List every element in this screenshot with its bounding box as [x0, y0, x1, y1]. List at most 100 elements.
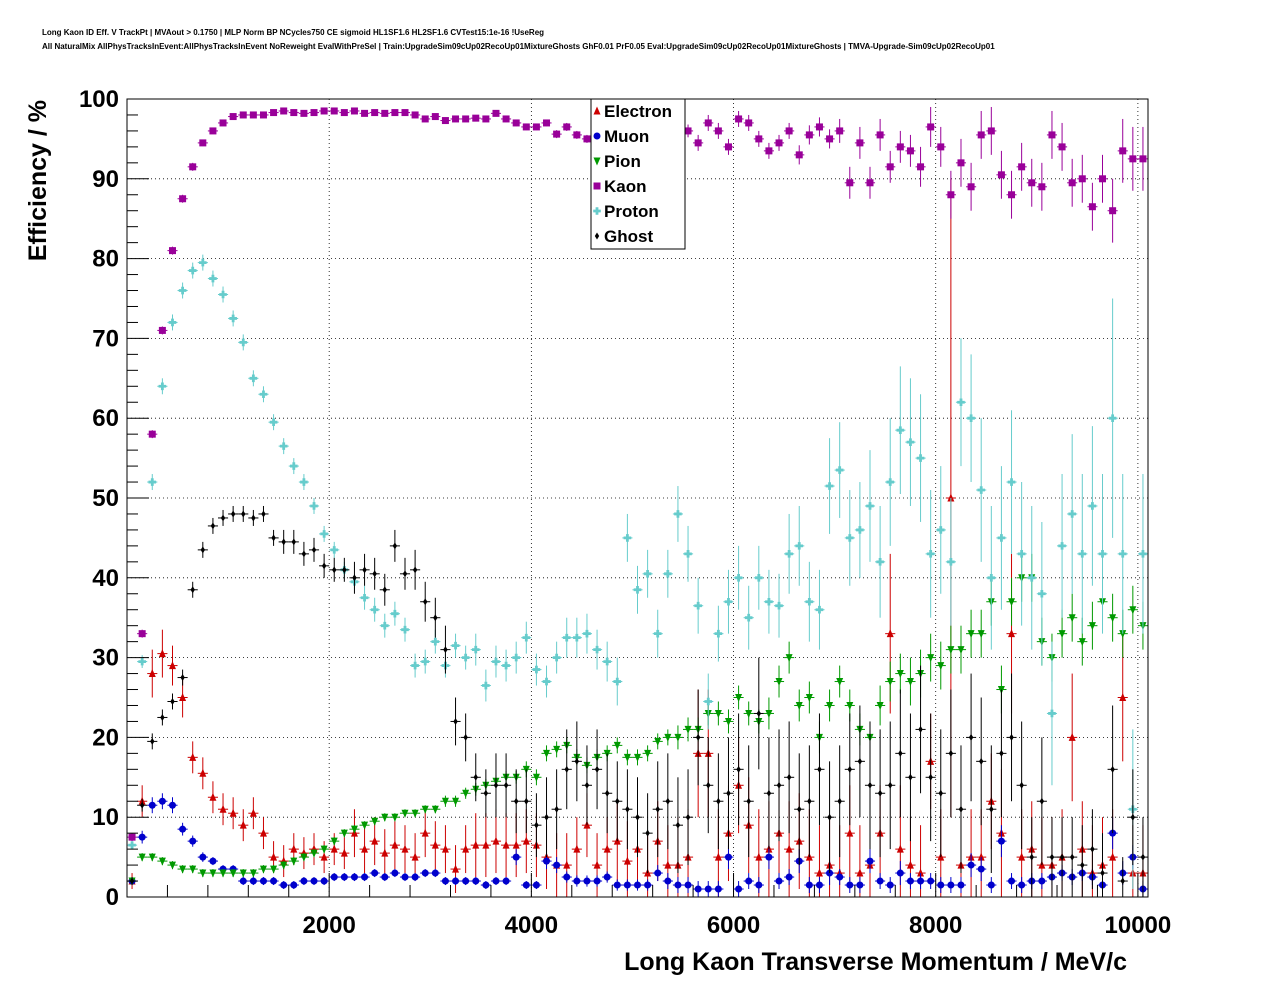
kaon-point [957, 159, 965, 167]
muon-point [654, 869, 662, 877]
proton-point [603, 657, 611, 666]
muon-point [704, 885, 712, 893]
kaon-point [795, 151, 803, 159]
pion-point [714, 709, 722, 718]
muon-point [371, 869, 379, 877]
ghost-point [311, 546, 317, 554]
proton-point [1038, 589, 1046, 598]
muon-point [179, 825, 187, 833]
ghost-point [645, 829, 650, 837]
electron-point [411, 852, 419, 861]
proton-point [1088, 502, 1097, 510]
muon-point [866, 857, 874, 865]
ghost-point [1140, 853, 1146, 861]
pion-point [421, 805, 429, 814]
electron-point [472, 840, 480, 849]
proton-point [502, 661, 510, 670]
kaon-point [714, 127, 722, 135]
ghost-point [1019, 781, 1024, 789]
electron-point [452, 864, 460, 873]
grid-lines [127, 99, 1148, 897]
muon-point [168, 801, 176, 809]
ghost-point [1029, 853, 1034, 861]
muon-point [158, 797, 166, 805]
ghost-point [513, 797, 519, 805]
muon-point [755, 881, 763, 889]
muon-point [431, 869, 439, 877]
kaon-point [815, 123, 823, 131]
proton-point [128, 841, 136, 849]
pion-point [300, 853, 308, 862]
proton-point [724, 597, 733, 606]
muon-point [148, 801, 156, 809]
kaon-point [573, 131, 581, 139]
kaon-point [694, 139, 702, 147]
ghost-point [301, 550, 307, 558]
proton-point [775, 601, 783, 610]
ghost-point [625, 805, 630, 813]
muon-point [199, 853, 207, 861]
kaon-point [371, 109, 379, 117]
proton-point [967, 414, 975, 422]
kaon-point [856, 139, 864, 147]
muon-point [735, 885, 743, 893]
muon-point [997, 837, 1005, 845]
electron-point [1109, 852, 1117, 861]
muon-point [644, 881, 652, 889]
kaon-point [684, 127, 692, 135]
legend-box [590, 98, 686, 250]
muon-point [512, 853, 520, 861]
kaon-point [1119, 147, 1127, 155]
ghost-point [847, 765, 852, 773]
muon-point [401, 873, 409, 881]
kaon-point [320, 107, 328, 115]
ghost-point [908, 773, 913, 781]
kaon-point [452, 115, 460, 123]
pion-point [138, 853, 146, 862]
ghost-point [473, 773, 478, 781]
muon-point [189, 837, 197, 845]
ghost-point [261, 510, 266, 518]
pion-point [745, 709, 753, 718]
muon-point [563, 873, 571, 881]
kaon-point [350, 107, 358, 115]
legend-marker-electron [593, 106, 601, 115]
pion-point [896, 670, 904, 679]
electron-point [421, 828, 429, 837]
muon-point [138, 833, 146, 841]
proton-point [461, 653, 470, 662]
muon-point [947, 881, 955, 889]
kaon-point [441, 117, 449, 125]
pion-point [381, 813, 389, 822]
series-kaon [127, 106, 1148, 842]
electron-point [249, 808, 257, 817]
electron-point [785, 844, 793, 853]
pion-point [330, 837, 338, 846]
pion-point [623, 753, 631, 762]
ghost-point [888, 781, 893, 789]
electron-point [906, 860, 914, 869]
proton-point [471, 645, 480, 654]
ghost-point [655, 805, 660, 813]
proton-point [168, 318, 177, 327]
ghost-point [1130, 813, 1136, 821]
kaon-point [421, 115, 429, 123]
muon-point [573, 877, 581, 885]
legend-entry-kaon: Kaon [593, 177, 647, 196]
proton-point [653, 629, 662, 638]
pion-point [462, 789, 470, 798]
muon-point [1018, 881, 1026, 889]
electron-point [391, 840, 399, 849]
proton-point [451, 641, 460, 650]
electron-point [977, 852, 985, 861]
ghost-point [736, 765, 741, 773]
proton-point [431, 637, 440, 646]
muon-point [613, 881, 621, 889]
proton-point [1058, 542, 1066, 550]
kaon-point [330, 107, 338, 115]
pion-point [270, 865, 278, 874]
ghost-point [1049, 853, 1055, 861]
pion-point [441, 797, 449, 806]
muon-point [441, 877, 449, 885]
kaon-point [270, 109, 278, 117]
